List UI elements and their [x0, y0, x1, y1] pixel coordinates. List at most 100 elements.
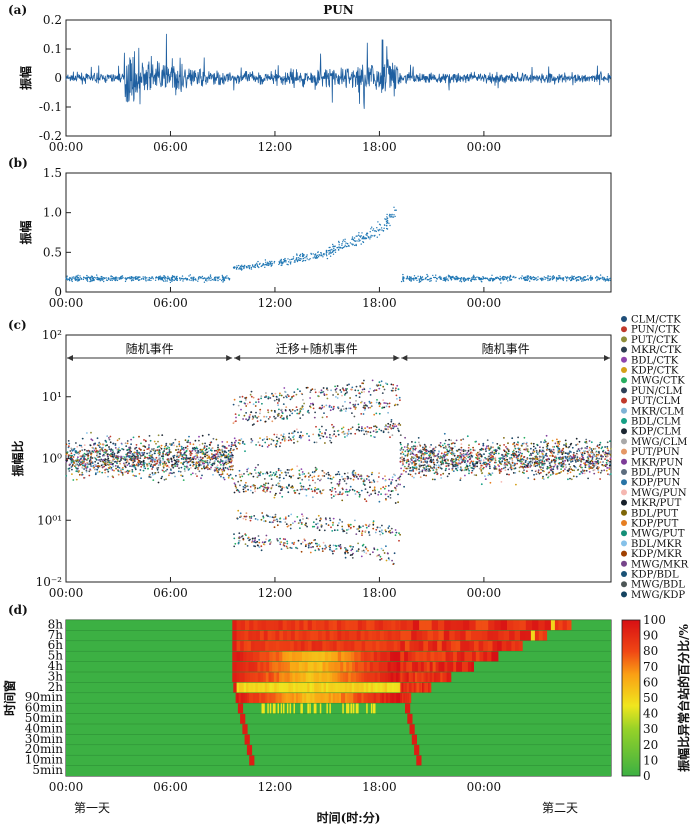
data-point	[218, 448, 221, 451]
data-point	[270, 487, 273, 490]
data-point	[363, 409, 366, 411]
data-point	[159, 457, 162, 460]
data-point	[288, 469, 290, 471]
data-point	[600, 458, 603, 460]
data-point	[121, 474, 124, 476]
data-point	[252, 537, 254, 540]
data-point	[108, 438, 111, 441]
data-point	[596, 275, 598, 278]
data-point	[370, 481, 373, 484]
data-point	[249, 264, 251, 267]
data-point	[423, 474, 425, 477]
data-point	[545, 452, 548, 455]
data-point	[173, 444, 176, 447]
data-point	[500, 481, 503, 483]
data-point	[436, 459, 438, 461]
data-point	[136, 277, 138, 279]
data-point	[379, 533, 382, 536]
data-point	[220, 463, 222, 466]
data-point	[545, 277, 547, 279]
data-point	[121, 448, 123, 450]
y-tick-label: 0.1	[43, 42, 62, 56]
data-point	[110, 461, 113, 464]
data-point	[378, 381, 381, 384]
data-point	[378, 401, 381, 404]
data-point	[550, 460, 553, 463]
data-point	[245, 534, 247, 537]
data-point	[245, 266, 248, 268]
x-tick-label: 06:00	[153, 140, 188, 154]
data-point	[241, 535, 243, 538]
data-point	[84, 466, 87, 468]
data-point	[89, 451, 91, 454]
data-point	[113, 469, 115, 472]
data-point	[111, 453, 114, 456]
data-point	[262, 516, 265, 519]
data-point	[421, 453, 423, 456]
data-point	[312, 253, 314, 255]
data-point	[187, 461, 190, 464]
data-point	[262, 485, 264, 488]
data-point	[182, 447, 185, 449]
data-point	[282, 433, 285, 436]
data-point	[261, 402, 263, 405]
data-point	[150, 279, 152, 282]
data-point	[299, 253, 302, 256]
data-point	[131, 465, 133, 468]
data-point	[406, 467, 409, 470]
data-point	[163, 460, 166, 463]
data-point	[118, 437, 121, 440]
data-point	[165, 444, 168, 447]
data-point	[358, 240, 360, 242]
data-point	[224, 447, 227, 449]
data-point	[258, 546, 261, 549]
data-point	[189, 443, 192, 445]
data-point	[403, 457, 405, 460]
data-point	[605, 469, 608, 472]
data-point	[242, 440, 244, 443]
data-point	[414, 472, 417, 475]
data-point	[360, 489, 363, 492]
data-point	[127, 448, 129, 451]
data-point	[441, 460, 444, 462]
data-point	[323, 412, 325, 414]
data-point	[391, 478, 394, 481]
data-point	[387, 489, 390, 492]
data-point	[308, 259, 310, 261]
data-point	[132, 454, 135, 457]
data-point	[296, 516, 299, 518]
data-point	[240, 408, 242, 411]
data-point	[243, 486, 246, 489]
data-point	[504, 276, 507, 278]
data-point	[180, 445, 183, 448]
data-point	[521, 442, 524, 445]
data-point	[460, 439, 462, 441]
data-point	[98, 442, 100, 444]
data-point	[72, 456, 75, 458]
data-point	[243, 265, 245, 268]
data-point	[407, 460, 410, 463]
data-point	[331, 248, 333, 251]
data-point	[246, 485, 249, 487]
data-point	[152, 449, 155, 452]
data-point	[79, 277, 82, 279]
data-point	[322, 435, 325, 438]
data-point	[555, 280, 558, 282]
data-point	[250, 390, 253, 393]
data-point	[493, 449, 496, 452]
data-point	[263, 438, 266, 440]
data-point	[235, 416, 237, 419]
data-point	[275, 436, 278, 438]
data-point	[83, 461, 85, 463]
data-point	[309, 391, 312, 393]
data-point	[314, 391, 317, 394]
data-point	[304, 545, 307, 548]
data-point	[250, 411, 253, 414]
data-point	[566, 460, 569, 462]
data-point	[178, 445, 181, 447]
data-point	[534, 278, 536, 281]
data-point	[133, 276, 135, 279]
data-point	[220, 454, 223, 456]
data-point	[194, 439, 197, 442]
data-point	[67, 278, 70, 280]
